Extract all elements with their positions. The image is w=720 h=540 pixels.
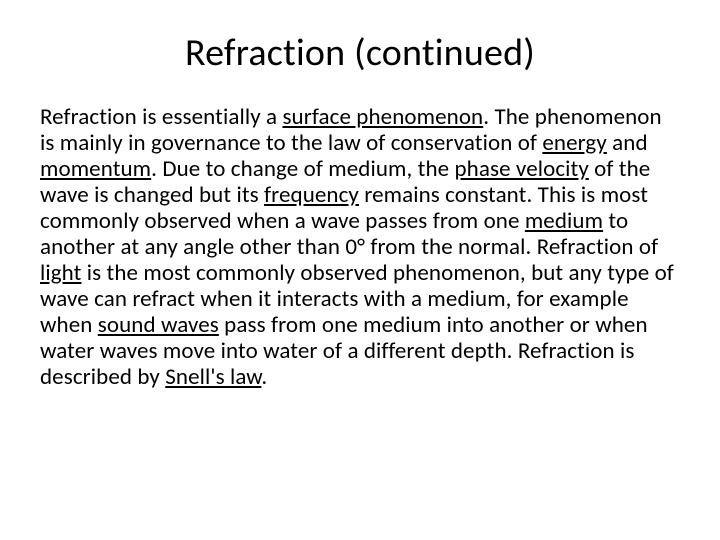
link-snells-law[interactable]: Snell's law [165,363,261,391]
text-run: and [607,129,648,157]
slide: Refraction (continued) Refraction is ess… [0,0,720,540]
link-surface-phenomenon[interactable]: surface phenomenon [282,103,483,131]
link-frequency[interactable]: frequency [264,181,359,209]
text-run: Refraction is essentially a [40,103,282,131]
body-paragraph: Refraction is essentially a surface phen… [40,104,680,390]
link-phase-velocity[interactable]: phase velocity [455,155,589,183]
text-run: . [261,363,267,391]
link-light[interactable]: light [40,259,81,287]
link-momentum[interactable]: momentum [40,155,151,183]
slide-title: Refraction (continued) [40,30,680,76]
link-medium[interactable]: medium [525,207,603,235]
link-energy[interactable]: energy [542,129,607,157]
link-sound-waves[interactable]: sound waves [98,311,219,339]
text-run: . Due to change of medium, the [151,155,454,183]
